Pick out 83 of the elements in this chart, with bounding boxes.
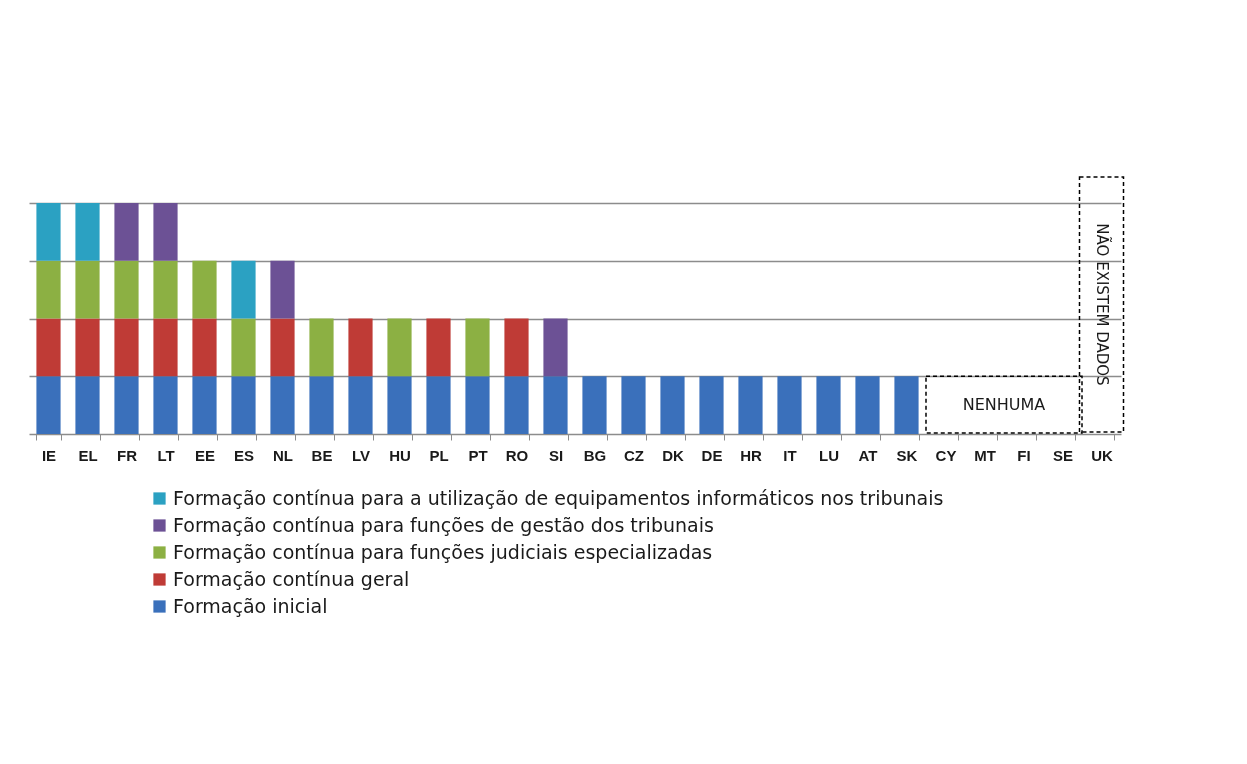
x-tick-label: BE	[311, 446, 333, 464]
bar	[738, 376, 763, 434]
x-tick-label: NL	[273, 446, 293, 464]
bar	[192, 376, 217, 434]
bar	[543, 318, 568, 377]
bar	[504, 376, 529, 434]
legend-label: Formação contínua para a utilização de equipamentos informáticos nos tribunais	[173, 486, 944, 509]
x-tick-label: FI	[1017, 446, 1031, 464]
bar	[816, 376, 841, 434]
bar	[114, 203, 139, 261]
bar	[153, 318, 178, 377]
x-tick-label: LU	[819, 446, 839, 464]
bar	[75, 318, 100, 377]
bar	[75, 203, 100, 261]
x-tick-label: HR	[740, 446, 762, 464]
bar	[231, 260, 256, 319]
bar	[36, 260, 61, 319]
bar	[855, 376, 880, 434]
bar	[582, 376, 607, 434]
annotation: NENHUMA	[962, 395, 1046, 415]
x-tick-label: PT	[468, 446, 488, 464]
bar	[153, 376, 178, 434]
x-tick-label: LT	[157, 446, 175, 464]
bar	[504, 318, 529, 377]
x-tick-label: PL	[429, 446, 449, 464]
bar	[426, 318, 451, 377]
bar	[36, 203, 61, 261]
x-tick-label: FR	[117, 446, 138, 464]
x-tick-label: RO	[505, 446, 529, 464]
annotation: NÃO EXISTEM DADOS	[1092, 223, 1112, 386]
bar	[36, 376, 61, 434]
legend-label: Formação contínua para funções judiciais especializadas	[173, 540, 713, 563]
x-tick-label: AT	[858, 446, 878, 464]
x-tick-label: CY	[935, 446, 957, 464]
bar	[114, 260, 139, 319]
bar	[894, 376, 919, 434]
bar	[387, 318, 412, 377]
x-tick-label: ES	[233, 446, 255, 464]
bar	[543, 376, 568, 434]
bar	[348, 318, 373, 377]
x-tick-label: SI	[548, 446, 564, 464]
bar	[270, 318, 295, 377]
bar	[231, 318, 256, 377]
bar	[231, 376, 256, 434]
bar	[153, 203, 178, 261]
x-tick-label: UK	[1091, 446, 1113, 464]
x-tick-label: HU	[389, 446, 411, 464]
bar	[114, 376, 139, 434]
legend-label: Formação contínua para funções de gestão dos tribunais	[173, 513, 714, 536]
legend-label: Formação inicial	[173, 594, 328, 617]
bar	[192, 318, 217, 377]
bar	[426, 376, 451, 434]
x-tick-label: LV	[351, 446, 371, 464]
x-tick-label: IE	[41, 446, 57, 464]
bar	[348, 376, 373, 434]
bar	[621, 376, 646, 434]
bar	[387, 376, 412, 434]
bar	[192, 260, 217, 319]
x-tick-label: SK	[896, 446, 918, 464]
bar	[465, 318, 490, 377]
legend-label: Formação contínua geral	[173, 567, 410, 590]
bar	[75, 376, 100, 434]
x-tick-label: DK	[662, 446, 684, 464]
bar	[36, 318, 61, 377]
bar	[114, 318, 139, 377]
x-tick-label: MT	[974, 446, 996, 464]
bar	[270, 376, 295, 434]
bar	[309, 318, 334, 377]
x-tick-label: CZ	[624, 446, 644, 464]
x-tick-label: SE	[1052, 446, 1074, 464]
x-tick-label: EL	[78, 446, 98, 464]
x-tick-label: DE	[701, 446, 723, 464]
bar	[270, 260, 295, 319]
bar	[777, 376, 802, 434]
bar	[309, 376, 334, 434]
bar	[699, 376, 724, 434]
bar	[465, 376, 490, 434]
x-tick-label: BG	[583, 446, 607, 464]
bar	[75, 260, 100, 319]
x-tick-label: IT	[783, 446, 797, 464]
bar	[660, 376, 685, 434]
x-tick-label: EE	[194, 446, 216, 464]
bar	[153, 260, 178, 319]
